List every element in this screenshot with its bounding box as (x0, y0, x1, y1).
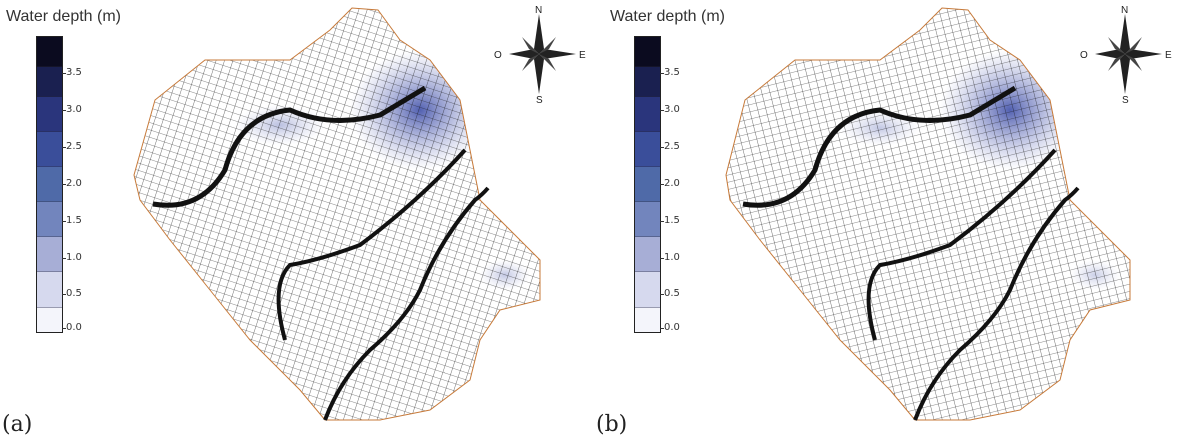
tick-label: 0.5 (664, 289, 680, 299)
panel-label: (b) (596, 412, 627, 437)
tick-label: 2.0 (664, 179, 680, 189)
compass-north: N (535, 5, 542, 16)
tick-label: 3.0 (66, 105, 82, 115)
tick-label: 2.5 (66, 142, 82, 152)
compass-rose-icon: N S E O (484, 4, 594, 104)
colorbar (634, 36, 661, 333)
tick-label: 3.0 (664, 105, 680, 115)
compass-south: S (1122, 95, 1129, 104)
compass-rose-icon: N S E O (1070, 4, 1180, 104)
tick-label: 3.5 (66, 68, 82, 78)
compass-south: S (536, 95, 543, 104)
tick-label: 1.5 (664, 216, 680, 226)
tick-label: 1.5 (66, 216, 82, 226)
tick-label: 1.0 (66, 253, 82, 263)
tick-label: 3.5 (664, 68, 680, 78)
compass-west: O (1080, 50, 1088, 61)
tick-label: 2.0 (66, 179, 82, 189)
colorbar-title: Water depth (m) (610, 8, 725, 26)
compass-east: E (579, 50, 586, 61)
colorbar-title: Water depth (m) (6, 8, 121, 26)
compass-north: N (1121, 5, 1128, 16)
tick-label: 2.5 (664, 142, 680, 152)
panel-a: Water depth (m) 3.5 3.0 2.5 2.0 1.5 1.0 … (0, 0, 590, 443)
panel-label: (a) (2, 412, 32, 437)
panel-b: Water depth (m) 3.5 3.0 2.5 2.0 1.5 1.0 … (590, 0, 1180, 443)
tick-label: 0.5 (66, 289, 82, 299)
colorbar (36, 36, 63, 333)
tick-label: 0.0 (664, 323, 680, 333)
tick-label: 1.0 (664, 253, 680, 263)
tick-label: 0.0 (66, 323, 82, 333)
compass-west: O (494, 50, 502, 61)
compass-east: E (1165, 50, 1172, 61)
